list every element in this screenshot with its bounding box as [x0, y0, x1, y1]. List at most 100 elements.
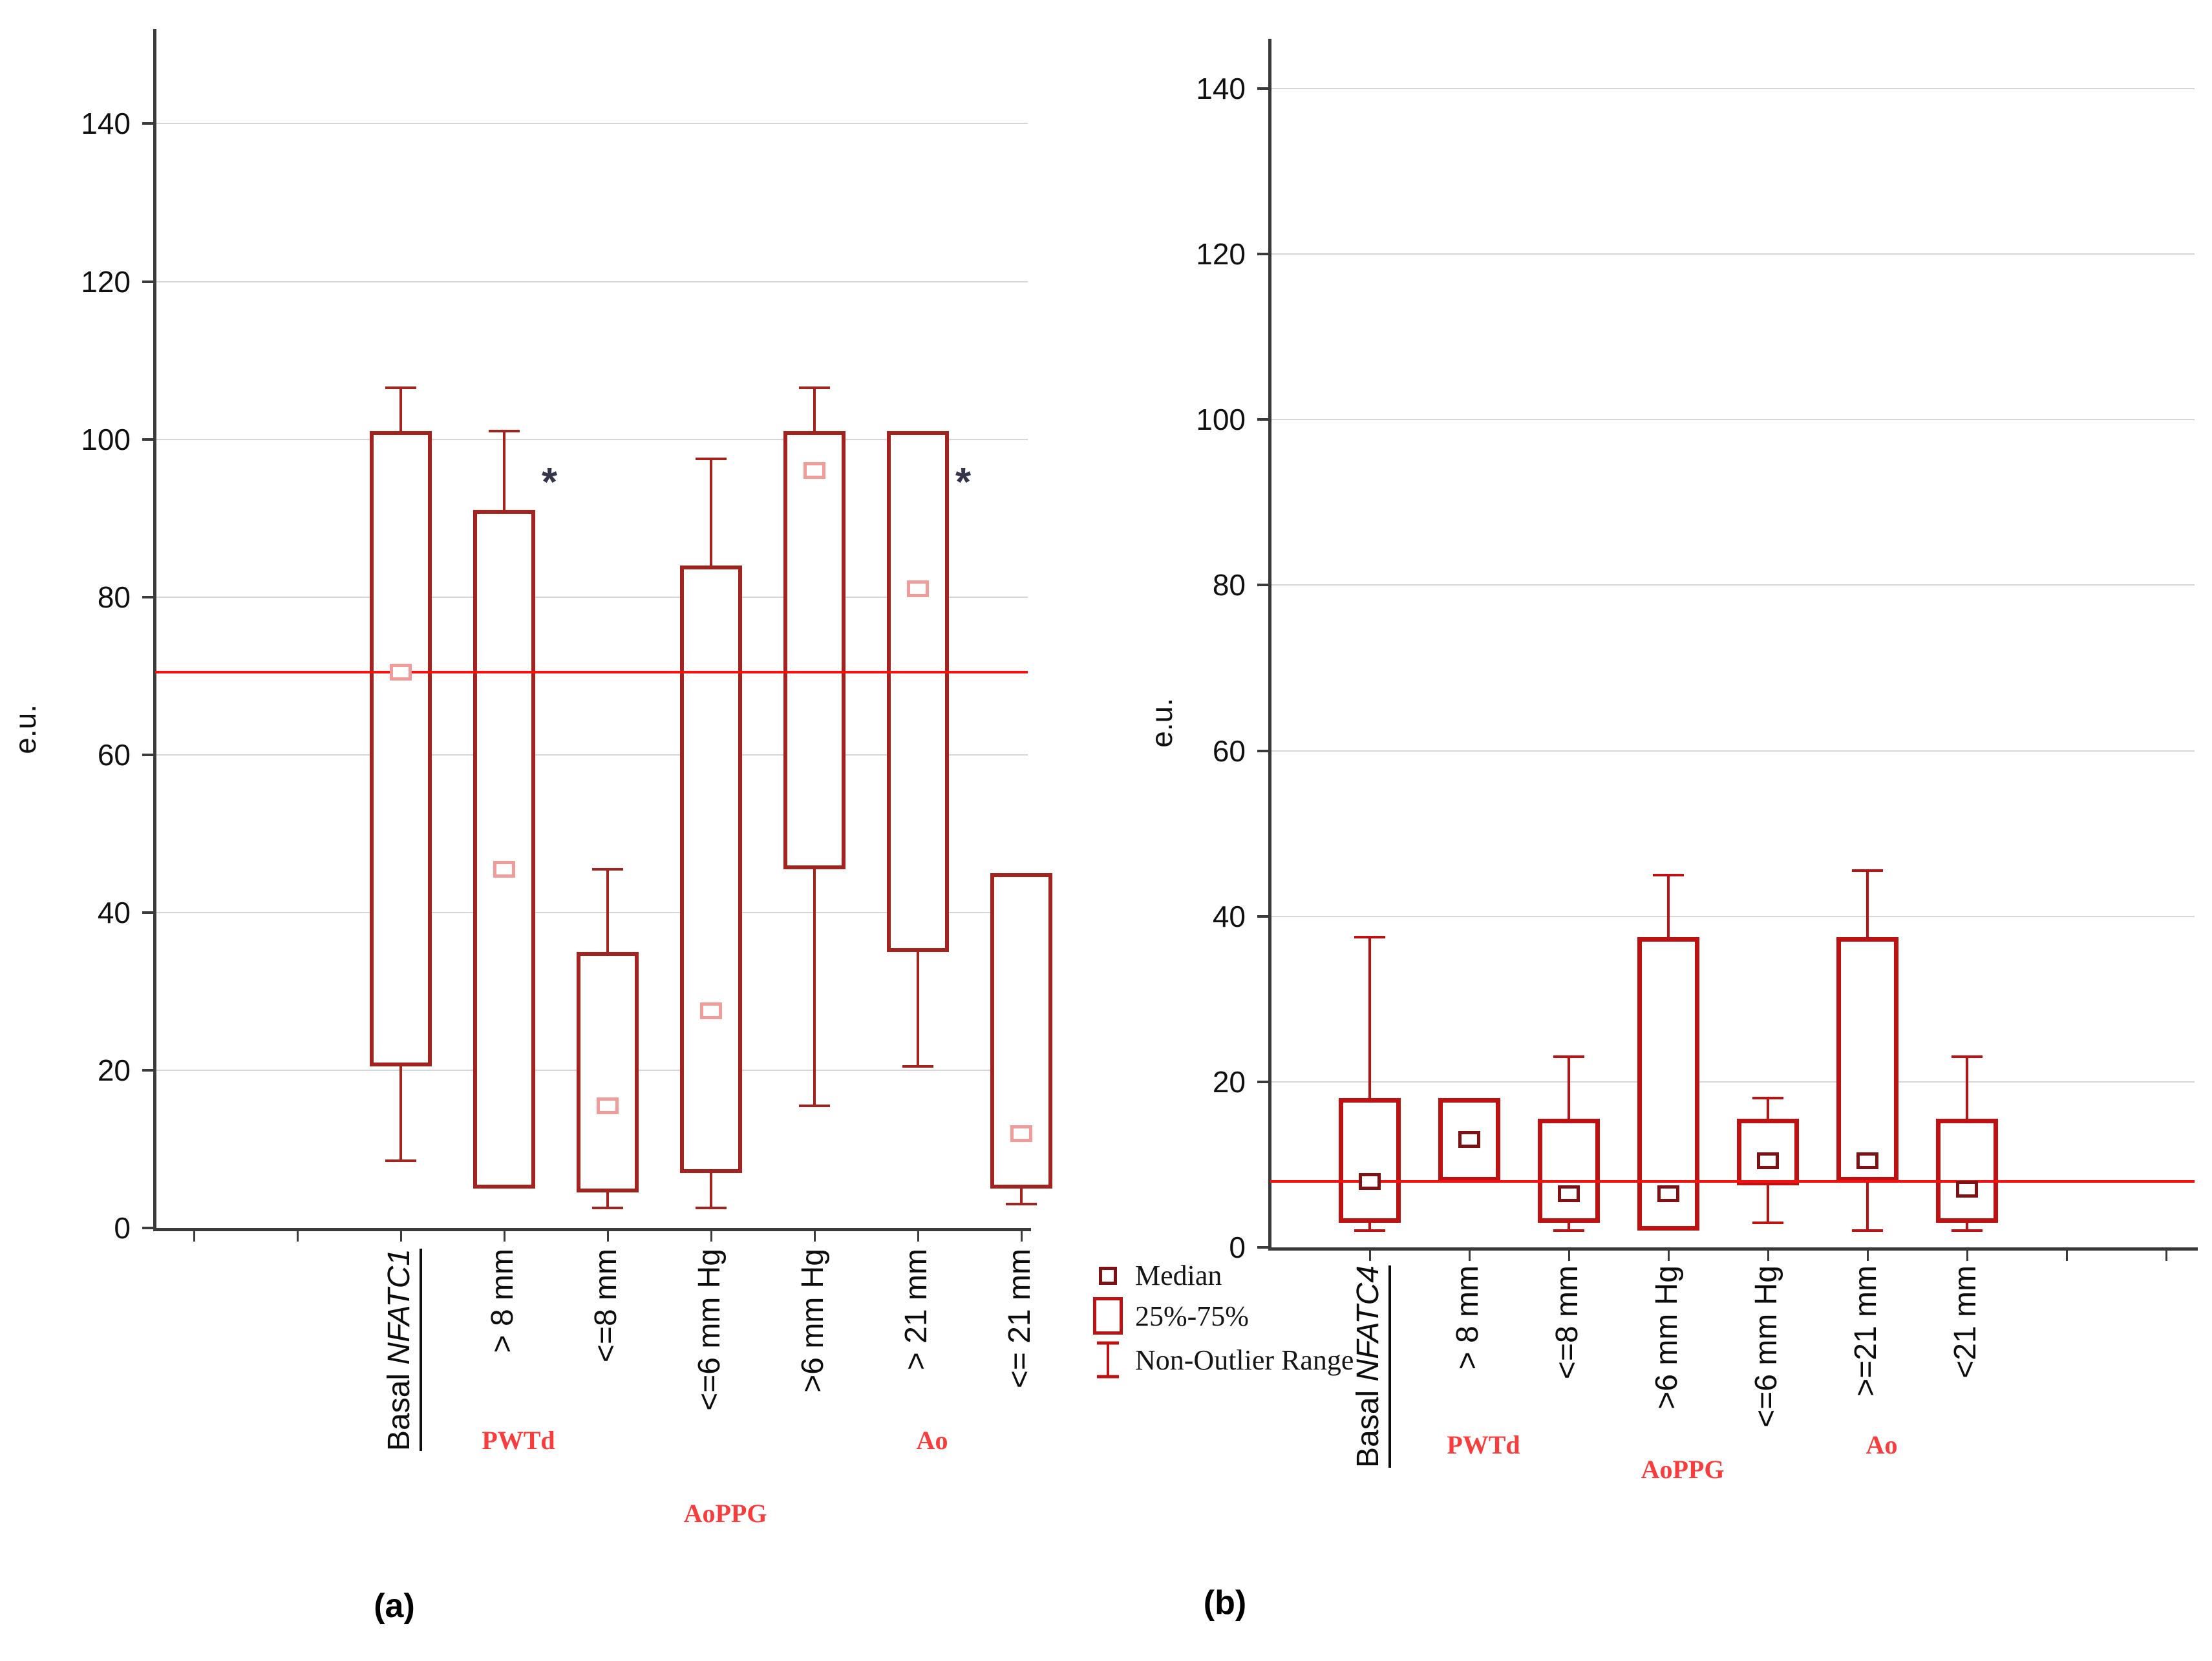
y-axis-tick	[142, 122, 155, 125]
iqr-box-icon	[1087, 1297, 1129, 1335]
legend-label: Non-Outlier Range	[1135, 1344, 1354, 1376]
y-tick-label: 80	[97, 580, 131, 614]
group-label-aoppg: AoPPG	[1641, 1455, 1725, 1484]
median-marker	[597, 1097, 619, 1114]
x-category-label: >=21 mm	[1849, 1265, 1883, 1397]
x-axis-tick	[1966, 1251, 1968, 1261]
iqr-box	[370, 431, 432, 1066]
y-tick-label: 120	[81, 264, 131, 299]
x-category-label: > 8 mm	[1451, 1265, 1485, 1370]
median-marker-icon	[1087, 1266, 1129, 1285]
y-axis-tick	[1257, 584, 1270, 587]
y-axis-title: e.u.	[1145, 698, 1178, 748]
y-axis-title: e.u.	[8, 704, 42, 754]
iqr-box	[1836, 936, 1898, 1181]
median-marker	[1657, 1185, 1679, 1202]
y-tick-label: 140	[1196, 71, 1246, 105]
y-tick-label: 20	[1212, 1064, 1246, 1099]
gridline	[1270, 750, 2195, 752]
y-axis-tick	[1257, 749, 1270, 752]
whisker-cap-bottom	[902, 1064, 933, 1068]
gridline	[1270, 584, 2195, 586]
x-axis-tick	[710, 1231, 712, 1242]
x-category-label: >6 mm Hg	[796, 1249, 830, 1393]
x-axis-tick	[1668, 1251, 1670, 1261]
y-axis-tick	[142, 280, 155, 283]
whisker-range-icon	[1087, 1340, 1129, 1380]
median-marker	[1956, 1181, 1978, 1198]
x-axis-tick	[2066, 1251, 2068, 1261]
whisker-cap-top	[385, 386, 416, 390]
gridline	[155, 438, 1028, 440]
whisker-line	[1368, 936, 1371, 1231]
whisker-cap-top	[592, 867, 623, 871]
x-category-label: <=6 mm Hg	[1749, 1265, 1783, 1428]
x-category-label: <21 mm	[1948, 1265, 1983, 1379]
y-axis-tick	[1257, 1246, 1270, 1249]
y-axis-tick	[1257, 1080, 1270, 1083]
significance-star: *	[542, 460, 558, 505]
median-marker	[1856, 1152, 1878, 1169]
median-marker	[493, 860, 515, 878]
y-axis-tick	[1257, 915, 1270, 918]
whisker-cap-bottom	[1852, 1229, 1883, 1233]
median-marker	[1757, 1152, 1779, 1169]
x-category-label: Basal NFATC4	[1350, 1265, 1391, 1468]
median-marker	[1010, 1125, 1032, 1142]
y-axis-line	[153, 29, 156, 1228]
caption-a: (a)	[374, 1587, 415, 1625]
y-tick-label: 80	[1212, 568, 1246, 602]
x-axis-tick	[400, 1231, 402, 1242]
x-axis-tick	[504, 1231, 505, 1242]
y-axis-tick	[142, 753, 155, 756]
whisker-cap-bottom	[1752, 1221, 1783, 1224]
median-marker	[390, 663, 412, 681]
x-category-label: <=6 mm Hg	[692, 1249, 727, 1411]
legend-label: 25%-75%	[1135, 1300, 1249, 1332]
reference-line	[155, 670, 1028, 673]
whisker-cap-top	[1354, 935, 1385, 938]
y-tick-label: 0	[114, 1211, 131, 1245]
x-axis-tick	[1767, 1251, 1769, 1261]
y-tick-label: 100	[1196, 403, 1246, 437]
median-marker	[907, 580, 929, 598]
y-tick-label: 120	[1196, 237, 1246, 271]
whisker-cap-bottom	[385, 1159, 416, 1163]
x-axis-tick	[1021, 1231, 1023, 1242]
x-axis-tick	[1369, 1251, 1371, 1261]
gridline	[1270, 915, 2195, 917]
iqr-box	[577, 951, 639, 1193]
whisker-cap-top	[489, 430, 520, 433]
group-label-ao: Ao	[1866, 1430, 1898, 1459]
gridline	[1270, 419, 2195, 421]
y-tick-label: 20	[97, 1053, 131, 1087]
iqr-box	[1339, 1098, 1401, 1223]
legend-item-median: Median	[1087, 1259, 1354, 1292]
whisker-cap-top	[696, 458, 727, 461]
y-axis-tick	[1257, 87, 1270, 90]
legend: Median 25%-75% Non-Outlier Range	[1087, 1259, 1354, 1385]
x-axis-tick	[193, 1231, 195, 1242]
reference-line	[1270, 1180, 2195, 1183]
y-axis-tick	[1257, 418, 1270, 421]
y-axis-tick	[142, 438, 155, 441]
y-axis-line	[1268, 39, 1271, 1247]
legend-item-iqr: 25%-75%	[1087, 1297, 1354, 1335]
x-category-label: <=8 mm	[1550, 1265, 1584, 1380]
whisker-cap-top	[1752, 1097, 1783, 1100]
whisker-cap-top	[1553, 1055, 1584, 1059]
x-axis-tick	[1867, 1251, 1869, 1261]
x-category-label: > 21 mm	[899, 1249, 933, 1371]
whisker-cap-bottom	[1354, 1229, 1385, 1233]
significance-star: *	[955, 460, 972, 505]
x-axis-tick	[814, 1231, 816, 1242]
x-axis-line	[153, 1228, 1031, 1231]
y-tick-label: 40	[1212, 899, 1246, 933]
group-label-ao: Ao	[916, 1426, 948, 1455]
legend-label: Median	[1135, 1260, 1222, 1291]
gridline	[155, 911, 1028, 913]
gridline	[1270, 87, 2195, 89]
x-axis-tick	[2165, 1251, 2167, 1261]
y-axis-tick	[142, 1068, 155, 1072]
group-label-pwtd: PWTd	[482, 1426, 555, 1455]
